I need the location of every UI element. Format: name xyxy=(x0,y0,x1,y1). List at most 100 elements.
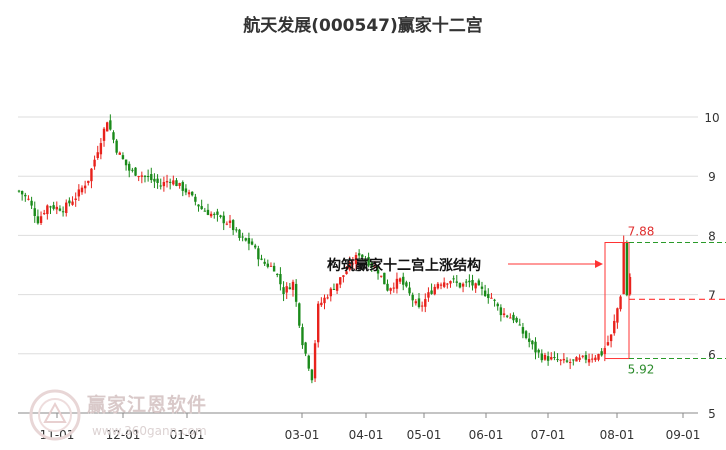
candle-body xyxy=(49,206,52,208)
candle-body xyxy=(553,357,556,359)
annotation-arrow-head xyxy=(595,260,603,268)
candle-body xyxy=(68,200,71,204)
candle-body xyxy=(175,180,178,187)
candle-body xyxy=(194,196,197,202)
candle-body xyxy=(36,216,40,224)
candle-body xyxy=(39,216,43,223)
candle-body xyxy=(326,297,329,299)
candle-body xyxy=(379,275,383,277)
candle-body xyxy=(335,283,339,291)
candle-body xyxy=(235,229,238,231)
candle-body xyxy=(446,283,449,285)
candle-body xyxy=(619,296,622,310)
candle-body xyxy=(112,132,115,140)
y-tick-label: 7 xyxy=(708,289,716,303)
candle-body xyxy=(46,205,49,215)
candle-body xyxy=(30,200,33,206)
candle-body xyxy=(474,283,477,289)
candle-body xyxy=(266,263,270,267)
candle-body xyxy=(414,301,418,304)
candle-body xyxy=(537,349,540,353)
candle-body xyxy=(502,313,506,315)
candle-body xyxy=(17,190,21,192)
candle-body xyxy=(247,238,251,244)
candle-body xyxy=(383,272,386,285)
candle-body xyxy=(304,342,307,354)
candle-body xyxy=(606,342,610,346)
candle-body xyxy=(310,369,314,381)
candle-body xyxy=(468,280,471,283)
candle-body xyxy=(449,281,452,284)
candle-body xyxy=(461,283,465,287)
candle-body xyxy=(411,294,414,301)
candle-body xyxy=(528,338,531,342)
x-tick-label: 06-01 xyxy=(469,428,504,442)
candle-body xyxy=(597,353,600,360)
candle-body xyxy=(257,248,260,260)
candle-body xyxy=(613,320,616,334)
candle-body xyxy=(197,204,200,207)
candle-body xyxy=(178,182,181,186)
y-tick-label: 6 xyxy=(708,348,716,362)
candle-body xyxy=(128,163,131,171)
x-tick-label: 09-01 xyxy=(666,428,701,442)
chart-title: 航天发展(000547)赢家十二宫 xyxy=(243,16,483,36)
x-tick-label: 12-01 xyxy=(106,428,141,442)
candle-body xyxy=(496,303,499,307)
x-tick-label: 05-01 xyxy=(407,428,442,442)
candle-body xyxy=(370,262,373,267)
candle-body xyxy=(354,254,358,264)
candle-body xyxy=(471,280,474,286)
candle-body xyxy=(231,220,235,231)
candle-body xyxy=(477,280,481,286)
candle-body xyxy=(509,317,512,319)
candle-body xyxy=(191,191,194,196)
candle-body xyxy=(244,238,247,241)
candle-body xyxy=(260,258,263,260)
candle-body xyxy=(386,283,389,291)
candle-body xyxy=(109,120,112,130)
candle-body xyxy=(165,181,169,183)
candle-body xyxy=(490,297,493,299)
candle-body xyxy=(52,205,55,209)
candle-body xyxy=(609,334,613,342)
candle-body xyxy=(93,159,96,167)
candle-body xyxy=(565,360,569,362)
candle-body xyxy=(250,241,254,245)
candle-body xyxy=(282,287,285,295)
candle-body xyxy=(74,198,77,200)
candle-body xyxy=(521,327,525,334)
candle-body xyxy=(436,283,440,289)
candle-body xyxy=(465,281,468,283)
candle-body xyxy=(329,288,332,297)
x-tick-label: 03-01 xyxy=(285,428,320,442)
candle-body xyxy=(342,275,345,277)
candle-body xyxy=(361,254,364,258)
candle-body xyxy=(294,283,298,302)
candle-body xyxy=(405,282,408,287)
candle-body xyxy=(518,324,521,326)
candle-body xyxy=(499,307,503,316)
annotation-label: 构筑赢家十二宫上涨结构 xyxy=(327,257,481,274)
candle-body xyxy=(288,287,292,290)
candle-body xyxy=(184,188,188,193)
candle-body xyxy=(228,220,232,223)
candle-body xyxy=(131,169,134,171)
candle-body xyxy=(307,355,310,369)
candle-body xyxy=(348,263,351,270)
candle-body xyxy=(124,159,128,166)
candle-body xyxy=(480,286,484,289)
candle-body xyxy=(77,189,81,197)
candle-body xyxy=(578,357,581,360)
candle-body xyxy=(493,299,496,301)
y-tick-label: 9 xyxy=(708,170,716,184)
candle-body xyxy=(219,215,222,217)
candle-body xyxy=(238,229,241,238)
candle-body xyxy=(83,185,87,189)
candle-body xyxy=(584,355,588,360)
candle-body xyxy=(203,210,207,212)
candle-body xyxy=(143,175,147,177)
candle-body xyxy=(622,242,625,295)
candle-body xyxy=(458,282,462,288)
